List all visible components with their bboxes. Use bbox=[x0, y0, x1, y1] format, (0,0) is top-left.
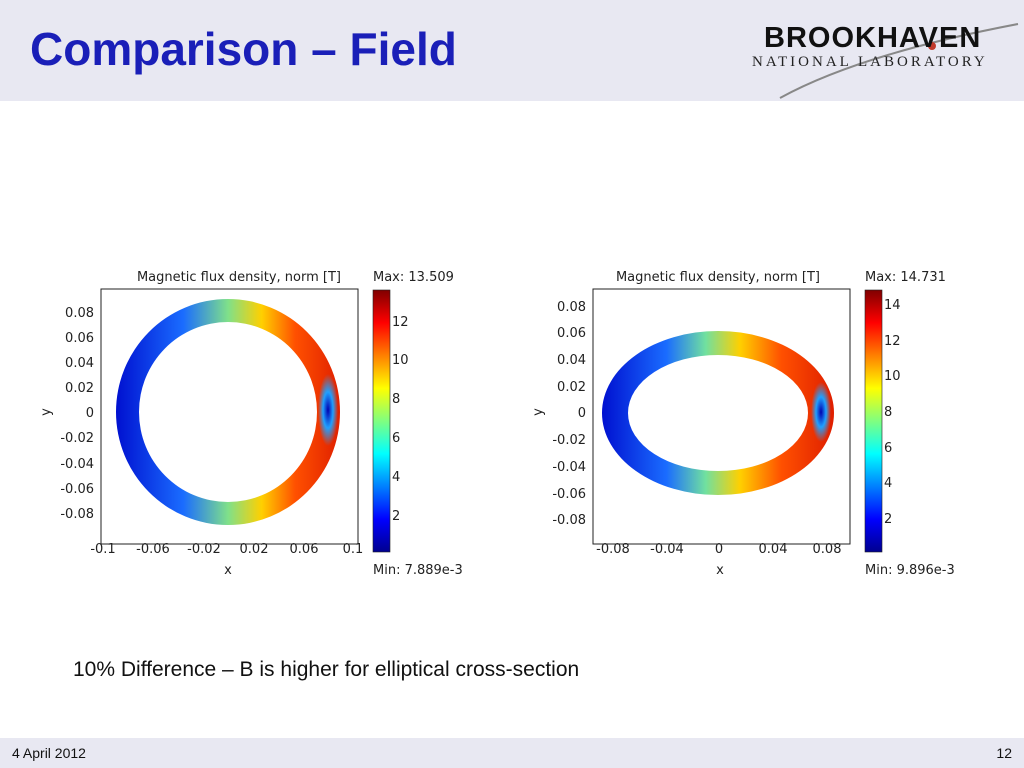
field-plot-circular: Magnetic flux density, norm [T] -0.1 -0.… bbox=[30, 260, 490, 585]
y-tick: 0.08 bbox=[65, 306, 94, 321]
field-plot-svg-2: Magnetic flux density, norm [T] -0.08 -0… bbox=[531, 270, 955, 578]
y-tick: 0 bbox=[86, 406, 94, 421]
y-tick: 0.02 bbox=[65, 381, 94, 396]
y-tick: -0.08 bbox=[552, 513, 586, 528]
colorbar-tick: 12 bbox=[884, 334, 901, 349]
field-plot-elliptical: Magnetic flux density, norm [T] -0.08 -0… bbox=[522, 260, 982, 585]
plot-title: Magnetic flux density, norm [T] bbox=[616, 270, 820, 285]
y-tick: -0.06 bbox=[60, 482, 94, 497]
x-tick: 0.06 bbox=[290, 542, 319, 557]
header-band bbox=[0, 0, 1024, 101]
colorbar-tick-labels: 14 12 10 8 6 4 2 bbox=[884, 298, 901, 527]
page-number: 12 bbox=[996, 745, 1012, 761]
colorbar-tick: 2 bbox=[392, 509, 400, 524]
colorbar bbox=[864, 289, 883, 553]
hotspot-right bbox=[318, 374, 338, 446]
colorbar-max-label: Max: 13.509 bbox=[373, 270, 454, 285]
colorbar-tick-labels: 12 10 8 6 4 2 bbox=[392, 315, 409, 524]
x-axis-label: x bbox=[224, 563, 232, 578]
x-tick: -0.08 bbox=[596, 542, 630, 557]
y-tick: 0.08 bbox=[557, 300, 586, 315]
x-tick-labels: -0.08 -0.04 0 0.04 0.08 bbox=[596, 542, 841, 557]
y-axis-label: y bbox=[531, 408, 546, 416]
x-tick: -0.1 bbox=[90, 542, 115, 557]
logo-sub-text: NATIONAL LABORATORY bbox=[752, 54, 988, 70]
colorbar-tick: 8 bbox=[392, 392, 400, 407]
slide-title: Comparison – Field bbox=[30, 23, 457, 75]
y-tick: 0.04 bbox=[557, 353, 586, 368]
plot-title: Magnetic flux density, norm [T] bbox=[137, 270, 341, 285]
colorbar-tick: 10 bbox=[884, 369, 901, 384]
colorbar-tick: 8 bbox=[884, 405, 892, 420]
y-tick: 0 bbox=[578, 406, 586, 421]
x-tick: 0.1 bbox=[343, 542, 364, 557]
field-plot-svg-1: Magnetic flux density, norm [T] -0.1 -0.… bbox=[39, 270, 463, 578]
colorbar-min-label: Min: 7.889e-3 bbox=[373, 563, 463, 578]
logo-swoosh-icon bbox=[779, 23, 1019, 99]
y-tick-labels: 0.08 0.06 0.04 0.02 0 -0.02 -0.04 -0.06 … bbox=[552, 300, 586, 528]
colorbar-tick: 2 bbox=[884, 512, 892, 527]
x-tick: -0.04 bbox=[650, 542, 684, 557]
colorbar-max-label: Max: 14.731 bbox=[865, 270, 946, 285]
y-tick: -0.04 bbox=[552, 460, 586, 475]
footer-band: 4 April 2012 12 bbox=[0, 738, 1024, 768]
x-tick: 0.08 bbox=[813, 542, 842, 557]
hotspot-right bbox=[811, 382, 831, 442]
y-tick: -0.02 bbox=[552, 433, 586, 448]
x-tick: -0.02 bbox=[187, 542, 221, 557]
y-tick: 0.06 bbox=[65, 331, 94, 346]
colorbar-tick: 4 bbox=[392, 470, 400, 485]
y-tick: -0.06 bbox=[552, 487, 586, 502]
colorbar-tick: 12 bbox=[392, 315, 409, 330]
colorbar-tick: 10 bbox=[392, 353, 409, 368]
y-tick: -0.02 bbox=[60, 431, 94, 446]
colorbar-tick: 4 bbox=[884, 476, 892, 491]
logo-main-text: BROOKHAVEN bbox=[764, 22, 982, 54]
x-tick-labels: -0.1 -0.06 -0.02 0.02 0.06 0.1 bbox=[90, 542, 363, 557]
x-tick: -0.06 bbox=[136, 542, 170, 557]
y-tick: -0.08 bbox=[60, 507, 94, 522]
x-tick: 0 bbox=[715, 542, 723, 557]
y-tick: 0.04 bbox=[65, 356, 94, 371]
colorbar bbox=[372, 289, 391, 553]
bnl-logo: BROOKHAVEN NATIONAL LABORATORY bbox=[740, 14, 1024, 102]
y-tick: -0.04 bbox=[60, 457, 94, 472]
plot-frame bbox=[100, 288, 359, 545]
footer-date: 4 April 2012 bbox=[12, 745, 86, 761]
y-tick: 0.06 bbox=[557, 326, 586, 341]
colorbar-min-label: Min: 9.896e-3 bbox=[865, 563, 955, 578]
x-axis-label: x bbox=[716, 563, 724, 578]
colorbar-tick: 6 bbox=[392, 431, 400, 446]
slide-caption: 10% Difference – B is higher for ellipti… bbox=[73, 658, 580, 681]
x-tick: 0.04 bbox=[759, 542, 788, 557]
y-tick-labels: 0.08 0.06 0.04 0.02 0 -0.02 -0.04 -0.06 … bbox=[60, 306, 94, 522]
y-axis-label: y bbox=[39, 408, 54, 416]
y-tick: 0.02 bbox=[557, 380, 586, 395]
colorbar-tick: 6 bbox=[884, 441, 892, 456]
x-tick: 0.02 bbox=[240, 542, 269, 557]
colorbar-tick: 14 bbox=[884, 298, 901, 313]
